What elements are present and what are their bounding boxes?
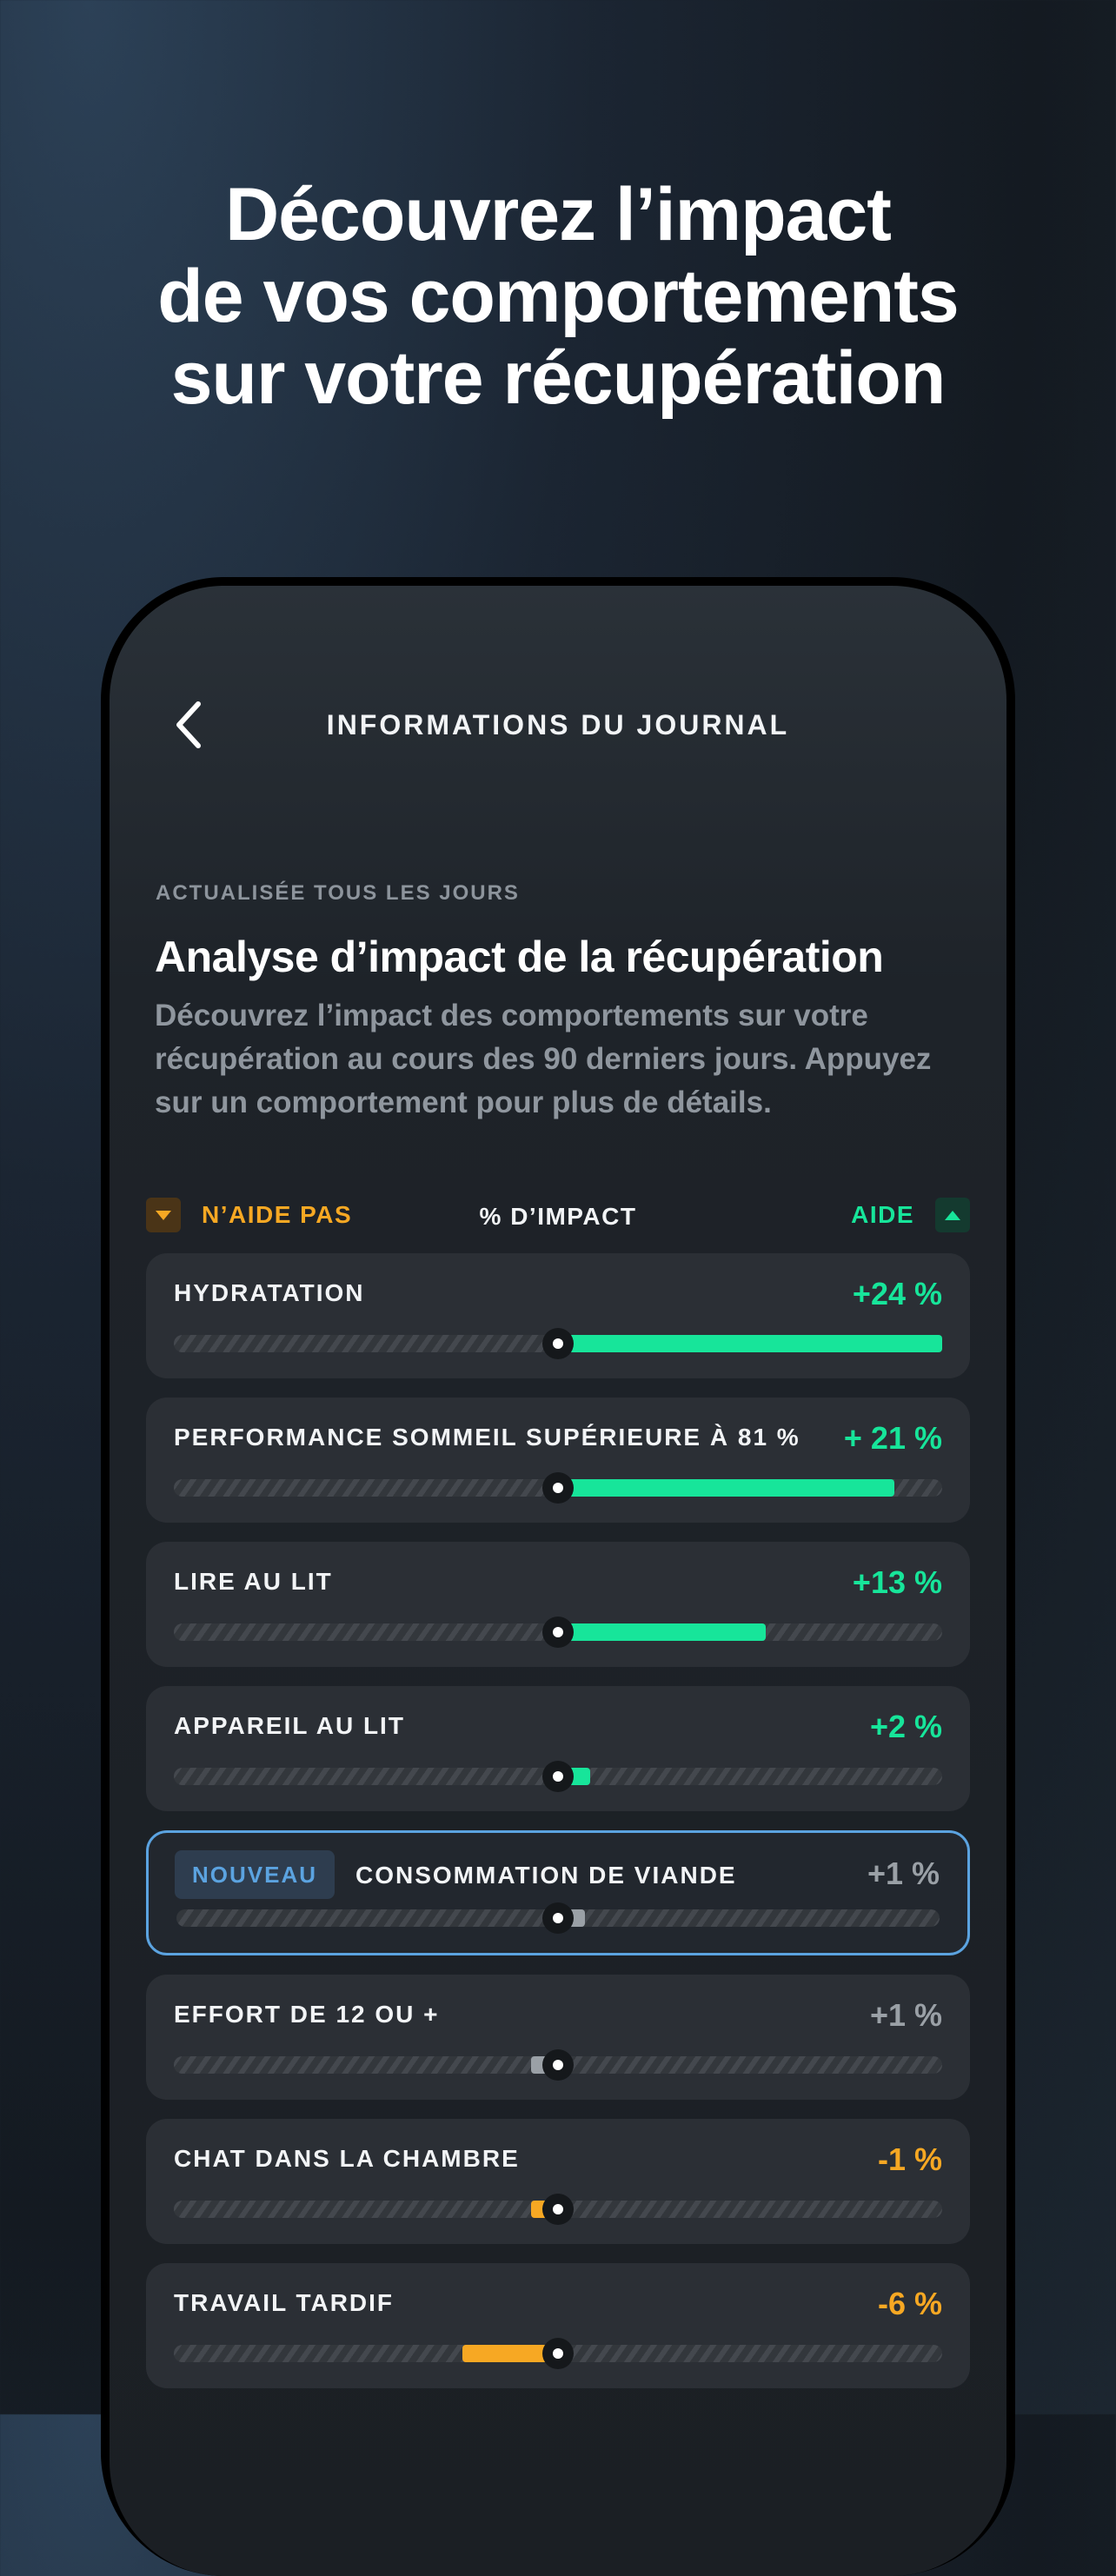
- impact-value: +24 %: [852, 1276, 942, 1311]
- impact-value: + 21 %: [843, 1420, 942, 1456]
- behavior-name: CONSOMMATION DE VIANDE: [355, 1862, 737, 1889]
- new-badge: NOUVEAU: [175, 1850, 335, 1899]
- zero-marker: [542, 1472, 574, 1504]
- headline-line-3: sur votre récupération: [170, 336, 947, 420]
- zero-marker: [542, 2194, 574, 2225]
- impact-track: [174, 2338, 942, 2369]
- behavior-name: LIRE AU LIT: [174, 1568, 333, 1595]
- behavior-card[interactable]: CHAT DANS LA CHAMBRE -1 %: [146, 2119, 970, 2244]
- phone-screen: INFORMATIONS DU JOURNAL ACTUALISÉE TOUS …: [110, 586, 1006, 2576]
- triangle-down-icon: [146, 1198, 181, 1232]
- impact-track: [174, 1761, 942, 1792]
- impact-track: [174, 1328, 942, 1359]
- impact-legend: N’AIDE PAS % D’IMPACT AIDE: [146, 1191, 970, 1243]
- chevron-left-icon[interactable]: [165, 699, 217, 751]
- nav-bar: INFORMATIONS DU JOURNAL: [110, 681, 1006, 768]
- zero-marker: [542, 1902, 574, 1934]
- behavior-card[interactable]: NOUVEAU CONSOMMATION DE VIANDE +1 %: [146, 1830, 970, 1955]
- headline-line-1: Découvrez l’impact: [225, 173, 892, 256]
- headline: Découvrez l’impact de vos comportements …: [0, 174, 1116, 419]
- section-description: Découvrez l’impact des comportements sur…: [155, 999, 932, 1119]
- main-content: ACTUALISÉE TOUS LES JOURS Analyse d’impa…: [146, 881, 970, 2407]
- legend-center-label: % D’IMPACT: [479, 1203, 637, 1230]
- behavior-name: PERFORMANCE SOMMEIL SUPÉRIEURE À 81 %: [174, 1424, 800, 1451]
- impact-track: [176, 1902, 940, 1934]
- zero-marker: [542, 1328, 574, 1359]
- headline-line-2: de vos comportements: [157, 255, 959, 338]
- zero-marker: [542, 2338, 574, 2369]
- section-title: Analyse d’impact de la récupération: [155, 933, 884, 981]
- triangle-up-icon: [935, 1198, 970, 1232]
- behavior-name: TRAVAIL TARDIF: [174, 2289, 395, 2316]
- impact-track: [174, 1472, 942, 1504]
- behavior-list: HYDRATATION +24 % PERFORMANCE SOMMEIL SUPÉ…: [146, 1253, 970, 2388]
- behavior-name: EFFORT DE 12 OU +: [174, 2001, 440, 2028]
- legend-right-label: AIDE: [851, 1201, 914, 1228]
- impact-value: +13 %: [852, 1564, 942, 1600]
- zero-marker: [542, 2049, 574, 2081]
- legend-left-label: N’AIDE PAS: [202, 1201, 353, 1228]
- behavior-name: CHAT DANS LA CHAMBRE: [174, 2145, 520, 2172]
- zero-marker: [542, 1761, 574, 1792]
- section-eyebrow: ACTUALISÉE TOUS LES JOURS: [156, 881, 520, 905]
- phone-frame: INFORMATIONS DU JOURNAL ACTUALISÉE TOUS …: [101, 577, 1015, 2576]
- impact-track: [174, 1617, 942, 1648]
- impact-bar: [558, 1623, 767, 1641]
- impact-bar: [558, 1335, 942, 1352]
- filter-helping[interactable]: AIDE: [851, 1198, 970, 1232]
- impact-track: [174, 2049, 942, 2081]
- behavior-name: APPAREIL AU LIT: [174, 1712, 405, 1739]
- behavior-name: HYDRATATION: [174, 1279, 365, 1306]
- impact-bar: [558, 1479, 894, 1497]
- filter-not-helping[interactable]: N’AIDE PAS: [146, 1198, 352, 1232]
- impact-track: [174, 2194, 942, 2225]
- impact-value: +1 %: [867, 1856, 940, 1891]
- zero-marker: [542, 1617, 574, 1648]
- behavior-card[interactable]: LIRE AU LIT +13 %: [146, 1542, 970, 1667]
- impact-value: +1 %: [869, 1997, 942, 2033]
- behavior-card[interactable]: PERFORMANCE SOMMEIL SUPÉRIEURE À 81 % + 2…: [146, 1398, 970, 1523]
- impact-value: -6 %: [877, 2286, 942, 2321]
- impact-value: +2 %: [869, 1709, 942, 1744]
- impact-bar: [462, 2345, 558, 2362]
- behavior-card[interactable]: HYDRATATION +24 %: [146, 1253, 970, 1378]
- impact-value: -1 %: [877, 2141, 942, 2177]
- nav-title: INFORMATIONS DU JOURNAL: [326, 709, 790, 740]
- behavior-card[interactable]: APPAREIL AU LIT +2 %: [146, 1686, 970, 1811]
- behavior-card[interactable]: EFFORT DE 12 OU + +1 %: [146, 1975, 970, 2100]
- behavior-card[interactable]: TRAVAIL TARDIF -6 %: [146, 2263, 970, 2388]
